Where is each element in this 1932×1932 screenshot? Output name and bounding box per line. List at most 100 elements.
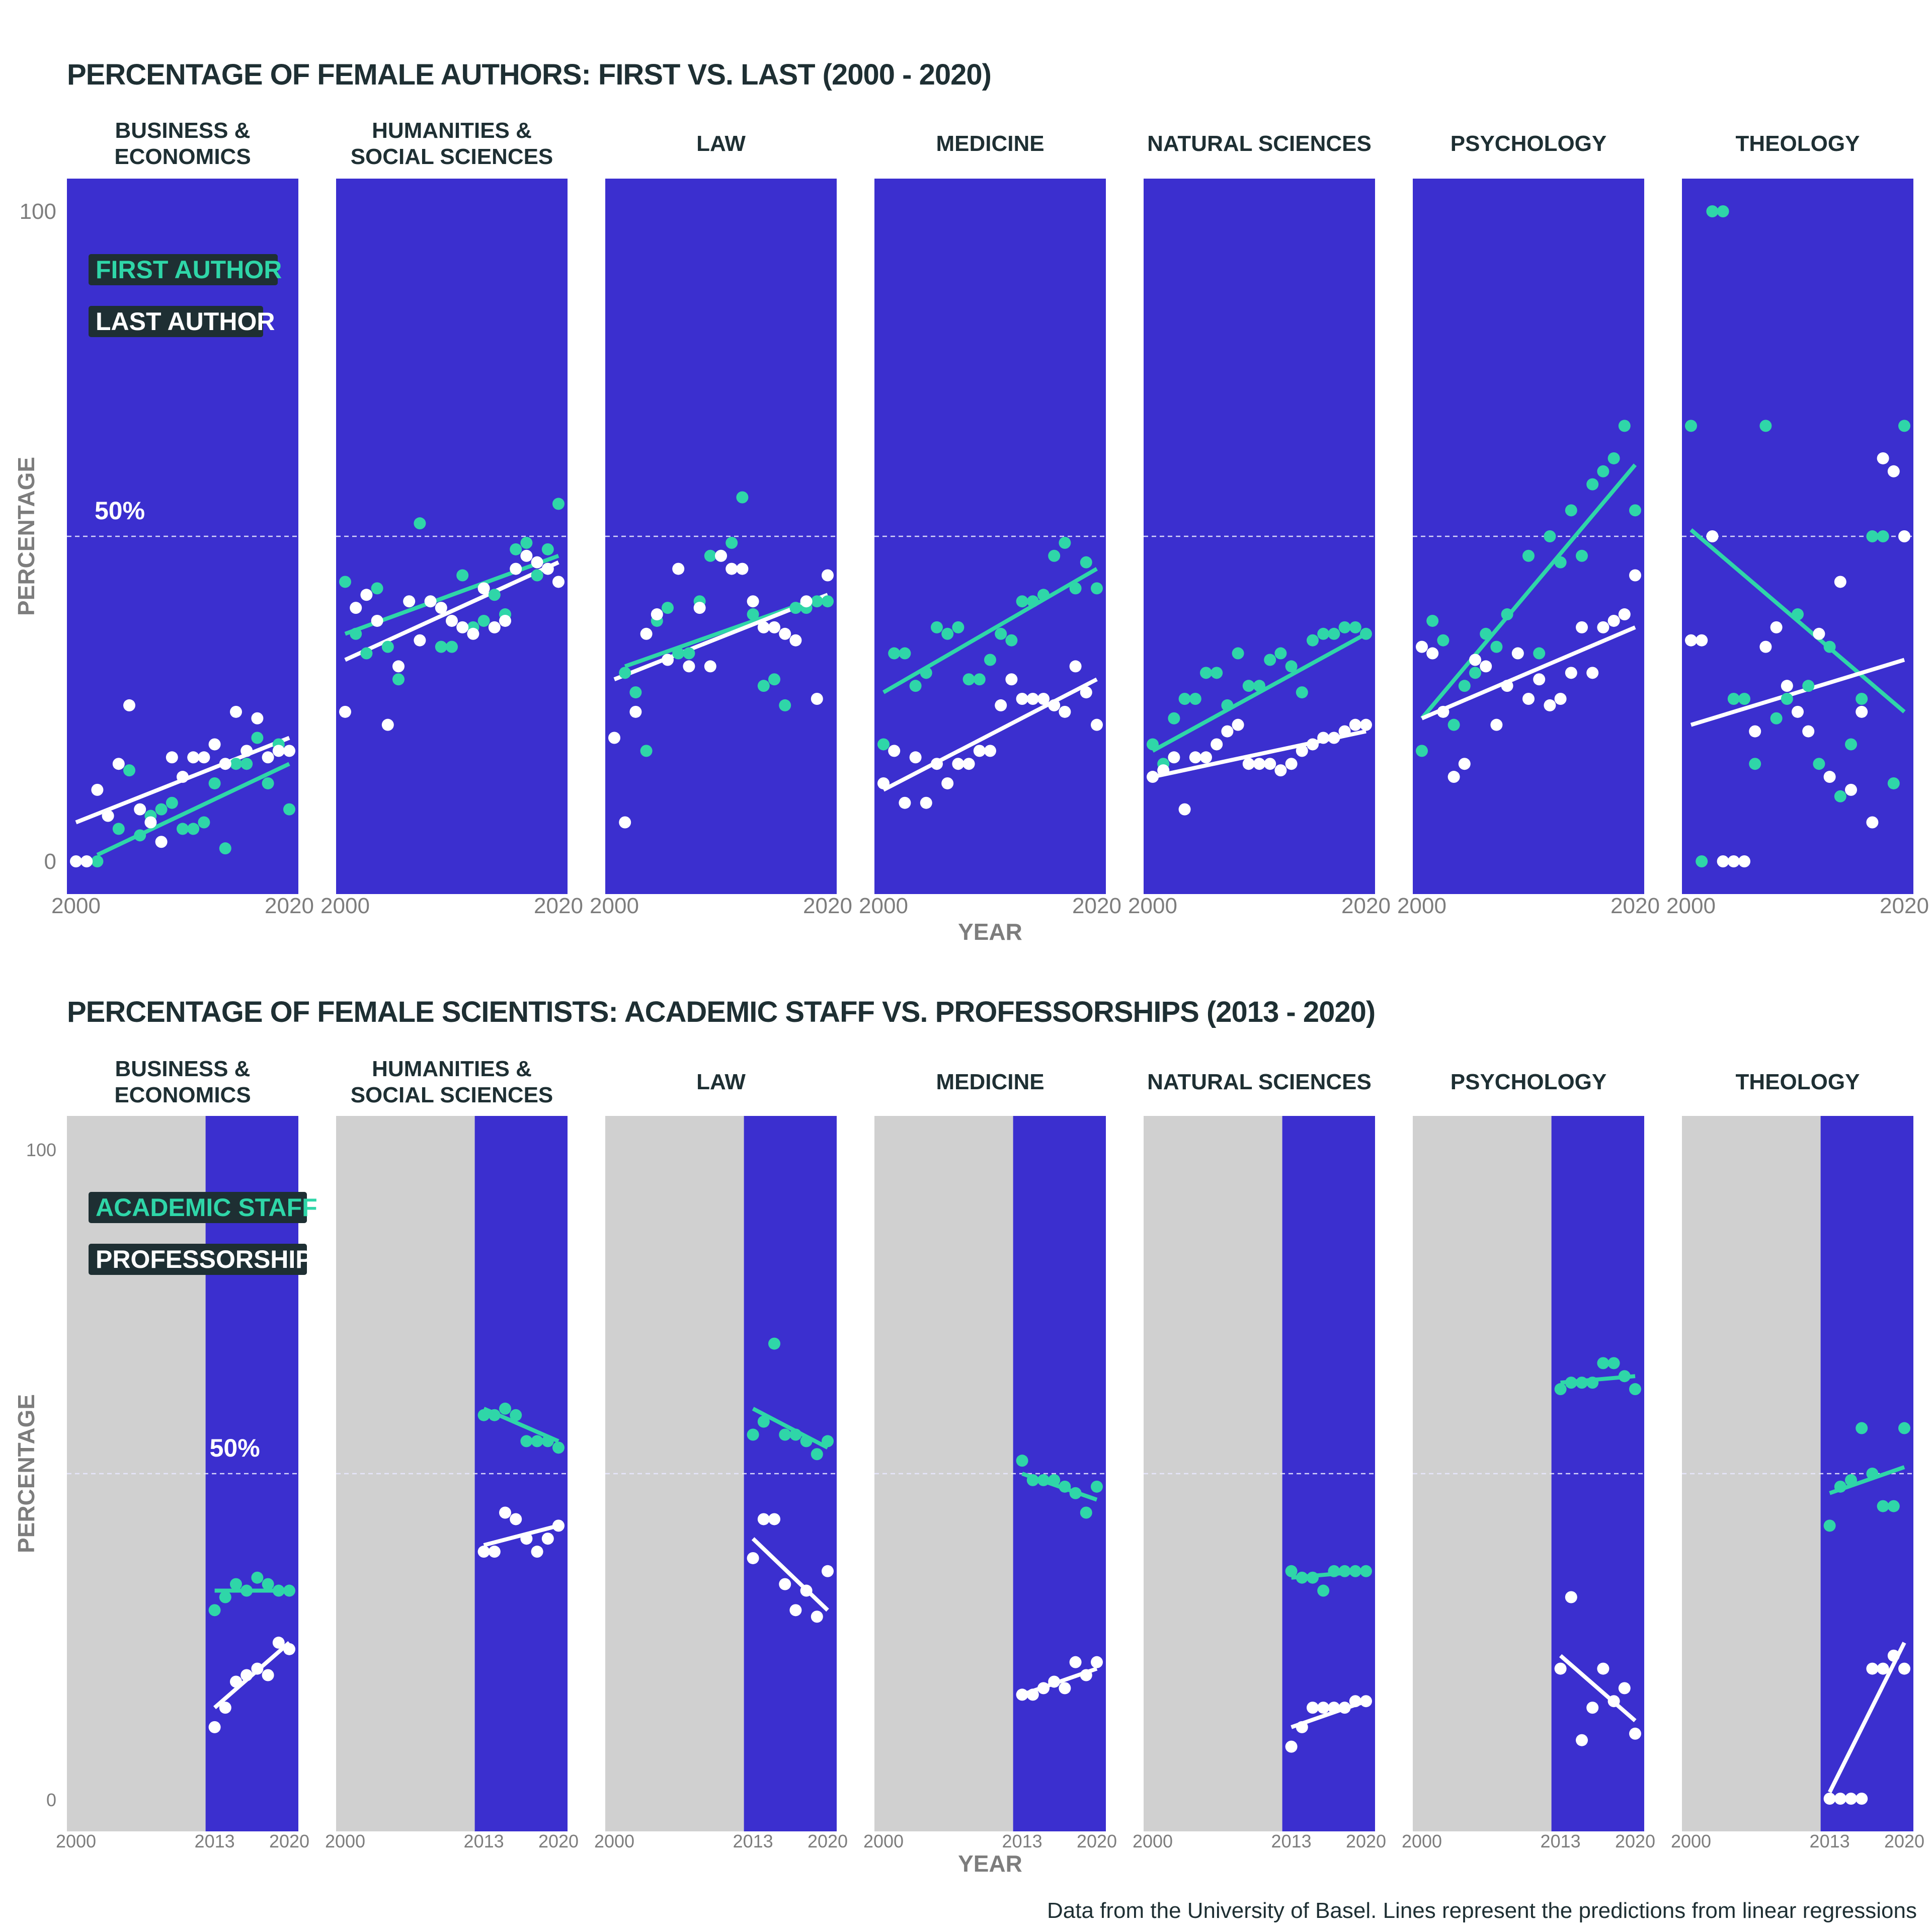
data-point-second	[488, 1546, 501, 1558]
data-point-second	[1091, 1656, 1103, 1668]
data-point-second	[1447, 771, 1460, 783]
data-point-first	[262, 1578, 274, 1590]
data-point-second	[1360, 1695, 1372, 1708]
data-point-second	[1792, 705, 1804, 718]
data-point-second	[1026, 1688, 1039, 1701]
data-point-first	[1069, 1487, 1082, 1499]
x-tick-label: 2020	[1611, 894, 1660, 918]
data-point-first	[1898, 1422, 1910, 1434]
data-point-second	[768, 621, 780, 633]
data-point-first	[240, 1584, 253, 1597]
x-tick-label: 2020	[808, 1831, 848, 1852]
data-point-first	[187, 823, 200, 835]
data-point-second	[510, 562, 522, 575]
data-point-second	[747, 1552, 759, 1564]
data-point-first	[1554, 556, 1567, 569]
data-point-second	[899, 796, 911, 809]
data-point-first	[1242, 680, 1255, 692]
data-point-second	[1059, 705, 1071, 718]
data-point-second	[1059, 1682, 1071, 1695]
regression-line-first	[96, 762, 290, 857]
data-point-second	[1338, 1702, 1351, 1714]
data-point-first	[251, 732, 264, 744]
data-point-second	[467, 627, 479, 640]
facet-label: PSYCHOLOGY	[1451, 131, 1607, 156]
regression-line-first	[752, 1407, 829, 1450]
data-point-first	[1349, 621, 1361, 633]
data-point-first	[1834, 790, 1846, 802]
data-point-first	[1232, 647, 1244, 660]
x-tick-label: 2020	[803, 894, 852, 918]
x-tick-label: 2013	[464, 1831, 504, 1852]
data-point-first	[1685, 420, 1697, 432]
data-point-first	[1080, 1506, 1092, 1519]
facet-label: PSYCHOLOGY	[1451, 1070, 1607, 1094]
data-point-second	[1554, 693, 1567, 705]
data-point-second	[1469, 654, 1481, 666]
no-data-region	[605, 1116, 744, 1831]
data-point-first	[779, 1428, 791, 1441]
data-point-first	[1189, 693, 1201, 705]
data-point-second	[251, 1662, 264, 1675]
data-point-first	[1576, 549, 1588, 562]
data-point-first	[1834, 1480, 1846, 1493]
data-point-second	[1749, 725, 1761, 738]
data-point-first	[1586, 1377, 1599, 1389]
data-point-second	[531, 1546, 543, 1558]
data-point-second	[822, 1565, 834, 1577]
section-title: PERCENTAGE OF FEMALE AUTHORS: FIRST VS. …	[67, 58, 991, 91]
data-point-second	[371, 614, 383, 627]
data-point-first	[1048, 549, 1061, 562]
data-point-first	[414, 517, 426, 530]
data-point-first	[1253, 680, 1265, 692]
data-point-first	[219, 842, 231, 855]
data-point-second	[1317, 1702, 1330, 1714]
data-point-first	[1618, 420, 1631, 432]
data-point-second	[1759, 640, 1772, 653]
data-point-second	[1597, 621, 1609, 633]
data-point-first	[1016, 1455, 1028, 1467]
data-point-second	[1317, 732, 1330, 744]
data-point-first	[629, 686, 642, 699]
data-point-first	[1565, 1377, 1577, 1389]
regression-line-second	[1690, 658, 1905, 727]
facet-label: HUMANITIES &	[372, 1057, 532, 1081]
data-point-first	[1877, 1500, 1889, 1512]
data-point-second	[931, 758, 943, 770]
y-tick-label: 100	[26, 1140, 56, 1160]
data-point-first	[899, 647, 911, 660]
data-point-first	[1426, 614, 1439, 627]
data-point-second	[456, 621, 469, 633]
data-point-first	[1447, 718, 1460, 731]
data-point-first	[1565, 504, 1577, 517]
data-point-second	[403, 595, 416, 608]
data-point-first	[230, 758, 242, 770]
data-point-first	[995, 627, 1007, 640]
data-point-first	[208, 1604, 221, 1617]
data-point-second	[1349, 718, 1361, 731]
facet-label: HUMANITIES &	[372, 118, 532, 143]
data-point-first	[1544, 530, 1556, 542]
data-point-first	[283, 1584, 295, 1597]
data-point-second	[1338, 725, 1351, 738]
data-point-second	[1285, 1740, 1298, 1753]
no-data-region	[336, 1116, 475, 1831]
data-point-first	[888, 647, 901, 660]
data-point-second	[1845, 783, 1857, 796]
regression-line-first	[1689, 528, 1906, 713]
data-point-second	[1856, 1793, 1868, 1805]
data-point-first	[1533, 647, 1546, 660]
data-point-first	[1338, 1565, 1351, 1577]
caption: Data from the University of Basel. Lines…	[1047, 1898, 1917, 1923]
data-point-first	[272, 1584, 285, 1597]
x-tick-label: 2000	[1397, 894, 1446, 918]
data-point-second	[715, 549, 727, 562]
x-tick-label: 2020	[1880, 894, 1929, 918]
facet-label: SOCIAL SCIENCES	[351, 144, 553, 169]
y-tick-label: 0	[46, 1790, 56, 1810]
x-tick-label: 2020	[1884, 1831, 1924, 1852]
data-point-first	[1781, 693, 1793, 705]
data-point-second	[283, 745, 295, 757]
data-point-second	[1501, 680, 1513, 692]
data-point-first	[640, 745, 653, 757]
